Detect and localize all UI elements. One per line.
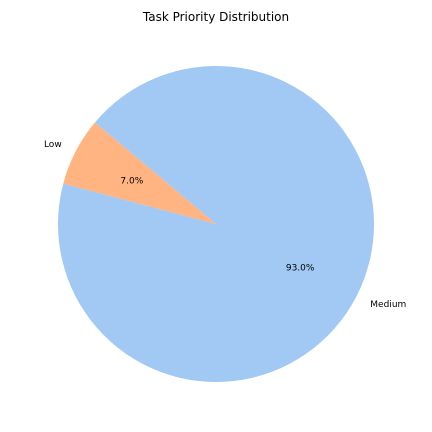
slice-pct-low: 7.0%	[120, 176, 143, 186]
slice-label-medium: Medium	[370, 300, 406, 310]
chart-title: Task Priority Distribution	[142, 10, 289, 24]
pie-slices	[57, 65, 374, 382]
slice-pct-medium: 93.0%	[286, 264, 315, 274]
pie-slice-medium	[57, 65, 374, 382]
pie-labels: Low 7.0% Medium 93.0%	[44, 140, 406, 310]
pie-slice-low	[63, 122, 216, 224]
slice-label-low: Low	[44, 140, 62, 150]
